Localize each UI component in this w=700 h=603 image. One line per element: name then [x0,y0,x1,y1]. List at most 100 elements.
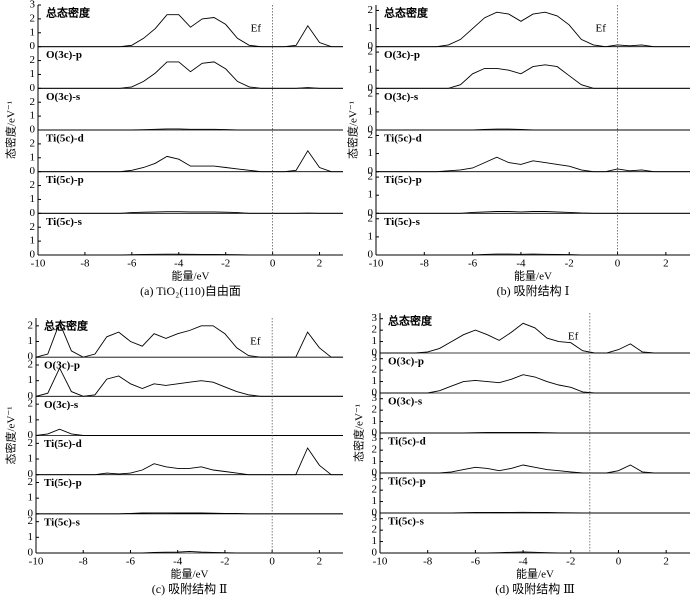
y-tick-label: 2 [368,129,374,141]
y-tick-label: 1 [28,453,34,465]
series-label: Ti(5c)-d [46,133,84,145]
y-tick-label: 0 [28,351,34,363]
series-label: Ti(5c)-s [44,516,81,528]
y-tick-label: 1 [28,413,34,425]
x-tick-label: -8 [80,258,90,270]
fermi-label: Ef [596,23,607,35]
series-label: O(3c)-p [388,356,424,368]
dos-curve [376,211,690,214]
y-tick-label: 1 [372,375,378,387]
y-tick-label: 0 [372,347,378,359]
series-label: Ti(5c)-p [46,174,84,186]
dos-curve [380,551,690,554]
dos-curve [36,512,343,515]
y-tick-label: 2 [30,221,36,233]
y-tick-label: 2 [30,179,36,191]
y-tick-label: 3 [372,392,378,404]
x-tick-label: -4 [516,258,526,270]
y-tick-label: 1 [368,22,374,34]
series-label: Ti(5c)-d [44,438,82,450]
x-tick-label: -10 [29,556,44,568]
y-tick-label: 0 [368,40,374,52]
series-label: Ti(5c)-p [388,476,426,488]
y-tick-label: 0 [372,467,378,479]
series-label: Ti(5c)-s [46,216,83,228]
y-tick-label: 1 [28,335,34,347]
y-tick-label: 2 [28,319,34,331]
dos-curve [38,128,343,131]
y-axis-label: 态密度/eV⁻¹ [352,404,366,462]
panel-caption: (a) TiO₂(110)自由面 [140,284,241,298]
y-tick-label: 1 [28,374,34,386]
x-tick-label: -6 [126,556,136,568]
dos-curve [38,14,343,48]
y-tick-label: 1 [28,531,34,543]
x-tick-label: -8 [79,556,89,568]
series-label: O(3c)-s [384,91,419,103]
series-label: Ti(5c)-s [388,516,425,528]
y-tick-label: 0 [30,40,36,52]
x-tick-label: 2 [317,258,323,270]
fermi-label: Ef [568,331,579,343]
y-tick-label: 0 [368,82,374,94]
x-tick-label: -2 [566,556,575,568]
x-tick-label: 2 [663,556,669,568]
series-label: O(3c)-s [46,91,81,103]
y-tick-label: 2 [28,515,34,527]
dos-curve [376,64,690,89]
y-tick-label: 0 [372,387,378,399]
y-tick-label: 2 [28,359,34,371]
y-tick-label: 1 [30,151,36,163]
x-tick-label: -10 [373,556,388,568]
y-tick-label: 1 [28,492,34,504]
y-tick-label: 1 [372,455,378,467]
y-tick-label: 0 [372,507,378,519]
series-label: 总态密度 [388,314,433,328]
x-tick-label: -8 [423,556,433,568]
dos-curve [38,149,343,173]
dos-curve [376,253,690,256]
y-tick-label: 0 [30,207,36,219]
y-tick-label: 0 [30,82,36,94]
x-tick-label: -8 [420,258,430,270]
y-tick-label: 1 [372,335,378,347]
y-tick-label: 3 [372,312,378,324]
x-tick-label: 0 [270,258,276,270]
x-tick-label: -10 [369,258,384,270]
dos-curve [36,550,343,554]
y-tick-label: 0 [28,429,34,441]
dos-curve [380,374,690,394]
y-tick-label: 3 [372,432,378,444]
dos-curve [376,156,690,173]
dos-curve [36,447,343,476]
series-label: O(3c)-p [44,360,80,372]
y-tick-label: 0 [368,249,374,261]
y-tick-label: 2 [30,12,36,24]
y-tick-label: 2 [372,444,378,456]
y-tick-label: 2 [30,137,36,149]
x-tick-label: -2 [565,258,574,270]
dos-curve [380,464,690,474]
series-label: O(3c)-s [44,399,79,411]
series-label: Ti(5c)-p [384,174,422,186]
series-label: O(3c)-s [388,396,423,408]
y-tick-label: 3 [372,512,378,524]
series-label: Ti(5c)-p [44,477,82,489]
x-tick-label: -4 [518,556,528,568]
y-tick-label: 2 [28,437,34,449]
y-tick-label: 0 [28,390,34,402]
x-tick-label: -6 [471,556,481,568]
series-label: 总态密度 [44,319,89,333]
series-label: O(3c)-p [46,49,82,61]
y-tick-label: 1 [372,495,378,507]
y-tick-label: 1 [30,68,36,80]
series-label: O(3c)-p [384,49,420,61]
x-tick-label: -2 [220,556,229,568]
panel-caption: (c) 吸附结构 Ⅱ [152,581,227,596]
x-tick-label: 2 [663,258,669,270]
x-tick-label: -6 [468,258,478,270]
y-tick-label: 2 [372,364,378,376]
y-tick-label: 0 [372,547,378,559]
dos-curve [376,11,690,48]
